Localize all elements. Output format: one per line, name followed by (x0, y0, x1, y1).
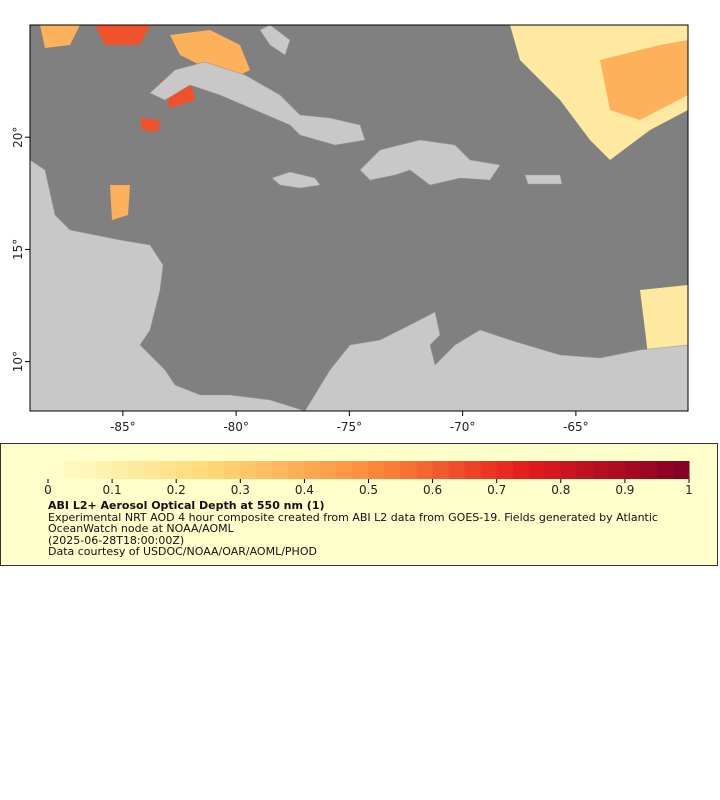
colorbar-tick-label: 0.1 (103, 483, 122, 497)
colorbar-step (528, 461, 546, 479)
colorbar-step (672, 461, 690, 479)
x-tick-label: -65° (563, 420, 589, 434)
colorbar-step (640, 461, 658, 479)
aerosol-mid (40, 25, 688, 220)
colorbar-step (144, 461, 161, 479)
colorbar-step (384, 461, 402, 479)
colorbar-step (368, 461, 386, 479)
y-tick-label: 10° (11, 351, 25, 372)
colorbar-step (592, 461, 610, 479)
legend-credit: Data courtesy of USDOC/NOAA/OAR/AOML/PHO… (48, 545, 317, 558)
colorbar-step (560, 461, 578, 479)
x-tick-label: -85° (110, 420, 136, 434)
colorbar-tick-label: 0.2 (167, 483, 186, 497)
colorbar-tick-label: 0 (44, 483, 52, 497)
colorbar-step (512, 461, 530, 479)
colorbar-step (496, 461, 514, 479)
colorbar-step (352, 461, 369, 479)
y-tick-label: 15° (11, 239, 25, 260)
colorbar-step (176, 461, 193, 479)
colorbar-step (576, 461, 594, 479)
colorbar-tick-label: 0.4 (295, 483, 314, 497)
colorbar-step (400, 461, 418, 479)
colorbar-step (304, 461, 321, 479)
colorbar-step (112, 461, 129, 479)
colorbar: 0 0.1 0.2 0.3 0.4 0.5 0.6 0.7 0.8 0.9 1 (44, 461, 693, 497)
colorbar-step (240, 461, 257, 479)
colorbar-step (80, 461, 97, 479)
colorbar-step (48, 461, 65, 479)
colorbar-step (128, 461, 145, 479)
colorbar-tick-label: 0.3 (231, 483, 250, 497)
colorbar-step (624, 461, 642, 479)
colorbar-step (64, 461, 81, 479)
colorbar-tick-label: 0.7 (487, 483, 506, 497)
colorbar-step (464, 461, 482, 479)
colorbar-tick-label: 0.6 (423, 483, 442, 497)
colorbar-step (320, 461, 337, 479)
colorbar-step (288, 461, 305, 479)
map-frame (29, 24, 689, 412)
legend-time: (2025-06-28T18:00:00Z) (48, 533, 185, 547)
colorbar-step (480, 461, 498, 479)
legend-description: Experimental NRT AOD 4 hour composite cr… (48, 510, 658, 535)
colorbar-tick-label: 0.9 (615, 483, 634, 497)
colorbar-step (208, 461, 225, 479)
legend-title: ABI L2+ Aerosol Optical Depth at 550 nm … (48, 499, 325, 512)
x-tick-label: -70° (450, 420, 476, 434)
colorbar-tick-label: 0.8 (551, 483, 570, 497)
y-tick-label: 20° (11, 127, 25, 148)
colorbar-step (160, 461, 177, 479)
legend-text: ABI L2+ Aerosol Optical Depth at 550 nm … (48, 500, 688, 558)
colorbar-step (656, 461, 674, 479)
x-tick-label: -80° (223, 420, 249, 434)
colorbar-tick-label: 0.5 (359, 483, 378, 497)
legend: 0 0.1 0.2 0.3 0.4 0.5 0.6 0.7 0.8 0.9 1 ABI L2+ Ae… (0, 443, 718, 566)
land (29, 24, 689, 412)
colorbar-step (448, 461, 466, 479)
x-tick-label: -75° (337, 420, 363, 434)
colorbar-step (544, 461, 562, 479)
colorbar-step (96, 461, 113, 479)
colorbar-step (224, 461, 241, 479)
colorbar-step (432, 461, 450, 479)
colorbar-step (416, 461, 434, 479)
colorbar-step (336, 461, 353, 479)
colorbar-tick-label: 1 (685, 483, 693, 497)
map: -85° -80° -75° -70° -65° 10° 15° 20° (11, 24, 689, 434)
colorbar-step (256, 461, 273, 479)
colorbar-step (192, 461, 209, 479)
colorbar-step (272, 461, 289, 479)
colorbar-step (608, 461, 626, 479)
